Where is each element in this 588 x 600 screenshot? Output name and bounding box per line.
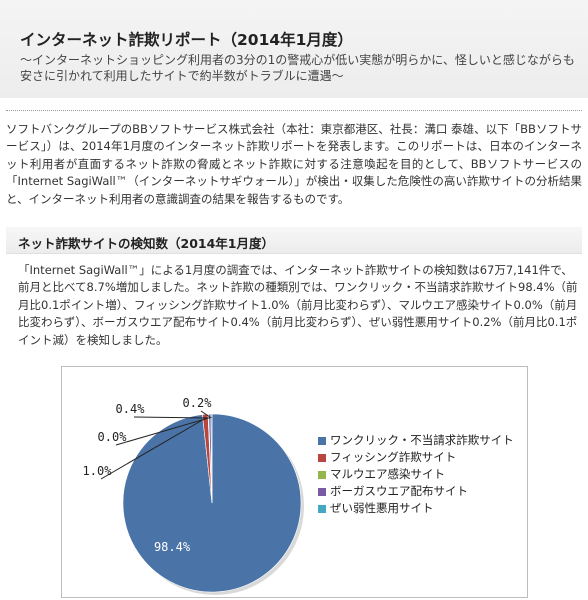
legend-item: フィッシング詐欺サイト — [318, 449, 514, 466]
legend-label: ぜい弱性悪用サイト — [330, 501, 434, 515]
legend-label: マルウエア感染サイト — [330, 467, 445, 481]
report-header: インターネット詐欺リポート（2014年1月度） ～インターネットショッピング利用… — [0, 0, 588, 98]
pie-data-label: 0.4% — [116, 402, 146, 416]
legend-label: ボーガスウエア配布サイト — [330, 484, 468, 498]
chart-legend: ワンクリック・不当請求詐欺サイト フィッシング詐欺サイト マルウエア感染サイトボーガ… — [318, 432, 514, 517]
pie-data-label: 1.0% — [83, 464, 113, 478]
pie-data-label: 0.2% — [183, 396, 213, 410]
legend-swatch — [318, 487, 326, 496]
pie-slice — [210, 413, 213, 504]
legend-item: マルウエア感染サイト — [318, 466, 514, 483]
section-title: ネット詐欺サイトの検知数（2014年1月度） — [18, 236, 274, 251]
legend-item: ワンクリック・不当請求詐欺サイト — [318, 432, 514, 449]
section-header: ネット詐欺サイトの検知数（2014年1月度） — [6, 227, 582, 254]
legend-label: フィッシング詐欺サイト — [330, 450, 457, 464]
intro-paragraph: ソフトバンクグループのBBソフトサービス株式会社（本社：東京都港区、社長：溝口 … — [6, 122, 582, 206]
leader-line — [133, 416, 210, 419]
legend-swatch — [318, 470, 326, 479]
legend-label: ワンクリック・不当請求詐欺サイト — [330, 433, 514, 447]
leader-line — [115, 417, 209, 446]
legend-swatch — [318, 453, 326, 462]
leader-line — [200, 410, 212, 419]
legend-item: ボーガスウエア配布サイト — [318, 483, 514, 500]
legend-swatch — [318, 436, 326, 445]
leader-line — [100, 417, 206, 480]
section-body: 「Internet SagiWall™」による1月度の調査では、インターネット詐… — [18, 263, 578, 347]
dotted-divider — [6, 110, 582, 111]
legend-item: ぜい弱性悪用サイト — [318, 500, 514, 517]
page-subtitle: ～インターネットショッピング利用者の3分の1の警戒心が低い実態が明らかに、怪しい… — [20, 53, 575, 83]
pie-data-label: 98.4% — [154, 540, 191, 554]
pie-chart-box: 98.4% 1.0% 0.0% 0.4% 0.2% ワンクリック・不当請求詐欺サイト フィ… — [61, 366, 528, 598]
page-title: インターネット詐欺リポート（2014年1月度） — [20, 31, 353, 49]
pie-chart: 98.4% 1.0% 0.0% 0.4% 0.2% — [83, 396, 304, 595]
legend-swatch — [318, 504, 326, 513]
pie-data-label: 0.0% — [98, 430, 128, 444]
